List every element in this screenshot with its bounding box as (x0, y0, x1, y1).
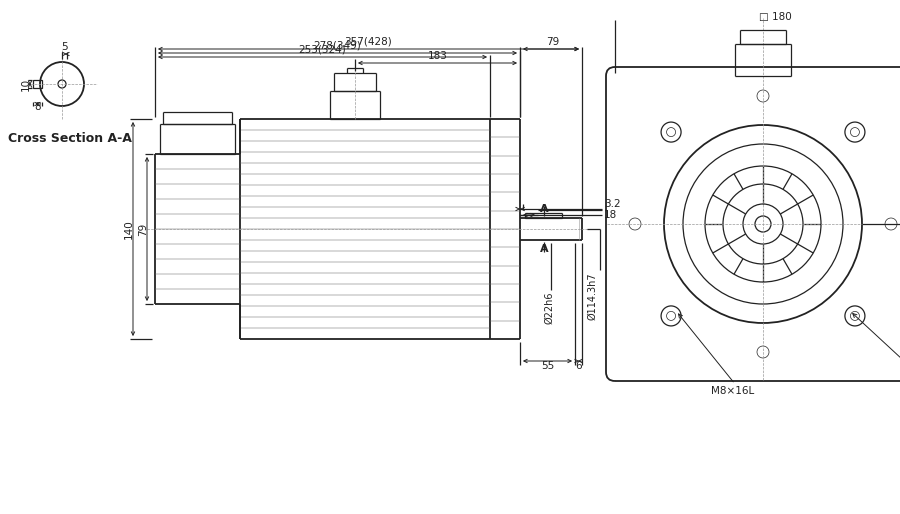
Text: 8: 8 (34, 102, 40, 112)
Text: 140: 140 (124, 219, 134, 239)
Text: 6: 6 (575, 361, 581, 371)
Text: A: A (540, 244, 548, 254)
Text: 278(349): 278(349) (313, 41, 362, 51)
Text: □ 180: □ 180 (759, 12, 791, 22)
Text: 79: 79 (138, 223, 148, 235)
Text: 55: 55 (541, 361, 554, 371)
Text: Ø114.3h7: Ø114.3h7 (587, 272, 597, 320)
Text: 357(428): 357(428) (345, 37, 392, 47)
Text: Cross Section A-A: Cross Section A-A (8, 132, 132, 145)
Bar (33, 80, 42, 88)
Text: 10: 10 (21, 78, 31, 90)
Text: A: A (540, 204, 548, 214)
Text: 253(324): 253(324) (299, 45, 346, 55)
Text: 3.2: 3.2 (604, 199, 621, 209)
Text: M8×16L: M8×16L (711, 386, 754, 396)
Text: 79: 79 (546, 37, 560, 47)
Text: 183: 183 (428, 51, 447, 61)
Text: 5: 5 (61, 42, 68, 52)
Text: 18: 18 (604, 210, 617, 220)
Text: Ø22h6: Ø22h6 (544, 292, 554, 324)
